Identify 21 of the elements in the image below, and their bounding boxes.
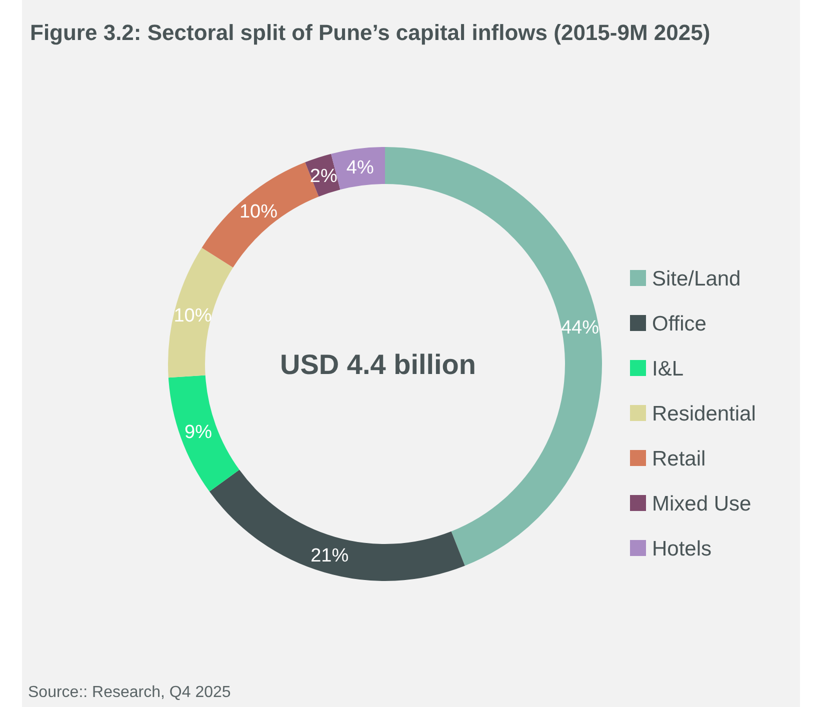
donut-slice (168, 248, 234, 378)
legend-label: Retail (652, 447, 706, 470)
text: USD 4.4 billion (280, 349, 476, 380)
legend-label: Hotels (652, 537, 712, 560)
donut-slice (168, 375, 240, 492)
data-label: 10% (239, 202, 278, 223)
data-label: 9% (184, 422, 212, 443)
donut-slice (209, 470, 465, 581)
data-label: 2% (310, 166, 338, 187)
source-note: Source:: Research, Q4 2025 (28, 684, 231, 701)
data-label: 10% (174, 305, 212, 326)
data-label: 4% (346, 158, 374, 179)
data-label: 21% (310, 545, 349, 566)
legend-label: Office (652, 312, 706, 336)
legend-label: Residential (652, 402, 756, 426)
legend-label: Mixed Use (652, 492, 752, 516)
legend-label: I&L (652, 357, 684, 380)
legend-label: Site/Land (652, 267, 741, 290)
donut-slice (385, 147, 602, 566)
chart-title: Figure 3.2: Sectoral split of Pune’s capital inflows (2015-9M 2025) (30, 20, 710, 45)
data-label: 44% (560, 317, 600, 338)
